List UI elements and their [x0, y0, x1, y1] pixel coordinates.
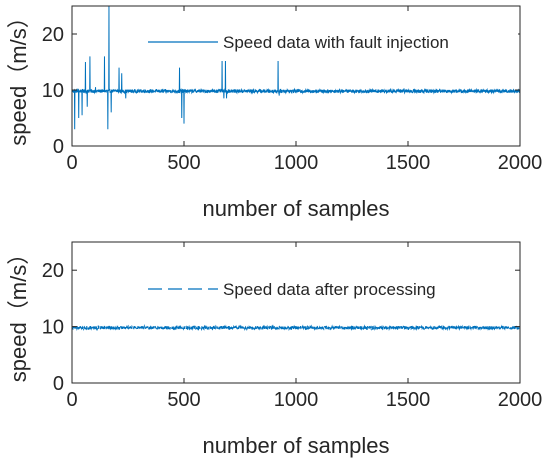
x-tick-label: 500 [167, 152, 200, 174]
legend-box [140, 272, 500, 308]
legend-label: Speed data with fault injection [223, 33, 449, 52]
x-axis-label: number of samples [202, 196, 389, 221]
x-tick-label: 2000 [498, 152, 543, 174]
y-tick-label: 20 [42, 260, 64, 282]
y-axis-label: speed（m/s） [6, 6, 31, 145]
plot-frame [71, 241, 521, 384]
y-tick-label: 10 [42, 317, 64, 339]
legend: Speed data after processing [140, 272, 500, 308]
x-axis-label: number of samples [202, 433, 389, 458]
legend: Speed data with fault injection [140, 25, 518, 61]
y-tick-label: 0 [53, 373, 64, 395]
legend-label: Speed data after processing [223, 280, 436, 299]
x-tick-label: 500 [167, 389, 200, 411]
y-tick-label: 20 [42, 24, 64, 46]
x-tick-label: 2000 [498, 389, 543, 411]
x-tick-label: 0 [66, 389, 77, 411]
x-tick-label: 1000 [274, 389, 319, 411]
chart-panel-2: 0 500 1000 1500 2000 0 10 20 number of samples sp… [6, 241, 543, 458]
x-tick-label: 1500 [386, 389, 431, 411]
x-tick-label: 0 [66, 152, 77, 174]
y-axis-label: speed（m/s） [6, 243, 31, 382]
x-tick-label: 1500 [386, 152, 431, 174]
series-line-1 [71, 5, 521, 130]
chart-panel-1: 0 500 1000 1500 2000 0 10 20 number of samples sp… [6, 5, 543, 221]
y-tick-label: 0 [53, 136, 64, 158]
series-line-2 [71, 324, 521, 332]
legend-box [140, 25, 518, 61]
x-tick-label: 1000 [274, 152, 319, 174]
y-tick-label: 10 [42, 80, 64, 102]
